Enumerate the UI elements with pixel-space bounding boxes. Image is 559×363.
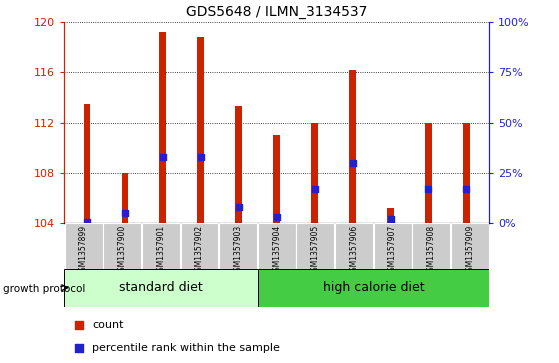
Bar bbox=[451, 223, 489, 269]
Bar bbox=[219, 223, 257, 269]
Text: GSM1357902: GSM1357902 bbox=[195, 225, 204, 276]
Bar bbox=[387, 208, 394, 223]
Bar bbox=[197, 37, 204, 223]
Text: standard diet: standard diet bbox=[119, 281, 203, 294]
Text: GSM1357901: GSM1357901 bbox=[157, 225, 165, 276]
Bar bbox=[311, 123, 318, 223]
Bar bbox=[142, 223, 180, 269]
Point bbox=[272, 214, 281, 220]
Text: GSM1357906: GSM1357906 bbox=[349, 225, 358, 276]
Text: GSM1357904: GSM1357904 bbox=[272, 225, 281, 276]
Bar bbox=[181, 223, 219, 269]
Text: count: count bbox=[92, 321, 124, 330]
Point bbox=[408, 226, 416, 232]
Point bbox=[121, 210, 130, 216]
Point bbox=[196, 154, 205, 160]
Text: GSM1357900: GSM1357900 bbox=[118, 225, 127, 276]
Bar bbox=[425, 123, 432, 223]
Point bbox=[348, 160, 357, 166]
Title: GDS5648 / ILMN_3134537: GDS5648 / ILMN_3134537 bbox=[186, 5, 367, 19]
Bar bbox=[103, 223, 141, 269]
Bar bbox=[64, 269, 258, 307]
Bar bbox=[273, 135, 280, 223]
Text: high calorie diet: high calorie diet bbox=[323, 281, 424, 294]
Bar bbox=[373, 223, 411, 269]
Bar bbox=[159, 32, 167, 223]
Text: GSM1357905: GSM1357905 bbox=[311, 225, 320, 276]
Bar bbox=[335, 223, 373, 269]
Bar bbox=[258, 269, 489, 307]
Text: GSM1357908: GSM1357908 bbox=[427, 225, 435, 276]
Bar bbox=[349, 70, 356, 223]
Point bbox=[234, 204, 243, 210]
Bar bbox=[65, 223, 102, 269]
Bar bbox=[296, 223, 334, 269]
Point bbox=[310, 186, 319, 192]
Text: GSM1357907: GSM1357907 bbox=[388, 225, 397, 276]
Bar bbox=[463, 123, 470, 223]
Point bbox=[424, 186, 433, 192]
Point bbox=[408, 24, 416, 30]
Point bbox=[462, 186, 471, 192]
Point bbox=[158, 154, 167, 160]
Bar bbox=[258, 223, 296, 269]
Text: GSM1357909: GSM1357909 bbox=[465, 225, 475, 276]
Point bbox=[386, 216, 395, 222]
Bar bbox=[84, 103, 91, 223]
Point bbox=[83, 219, 92, 225]
Text: growth protocol: growth protocol bbox=[3, 284, 85, 294]
Text: GSM1357903: GSM1357903 bbox=[234, 225, 243, 276]
Text: GSM1357899: GSM1357899 bbox=[79, 225, 88, 276]
Text: percentile rank within the sample: percentile rank within the sample bbox=[92, 343, 280, 352]
Bar bbox=[121, 173, 129, 223]
Bar bbox=[412, 223, 450, 269]
Bar bbox=[235, 106, 242, 223]
